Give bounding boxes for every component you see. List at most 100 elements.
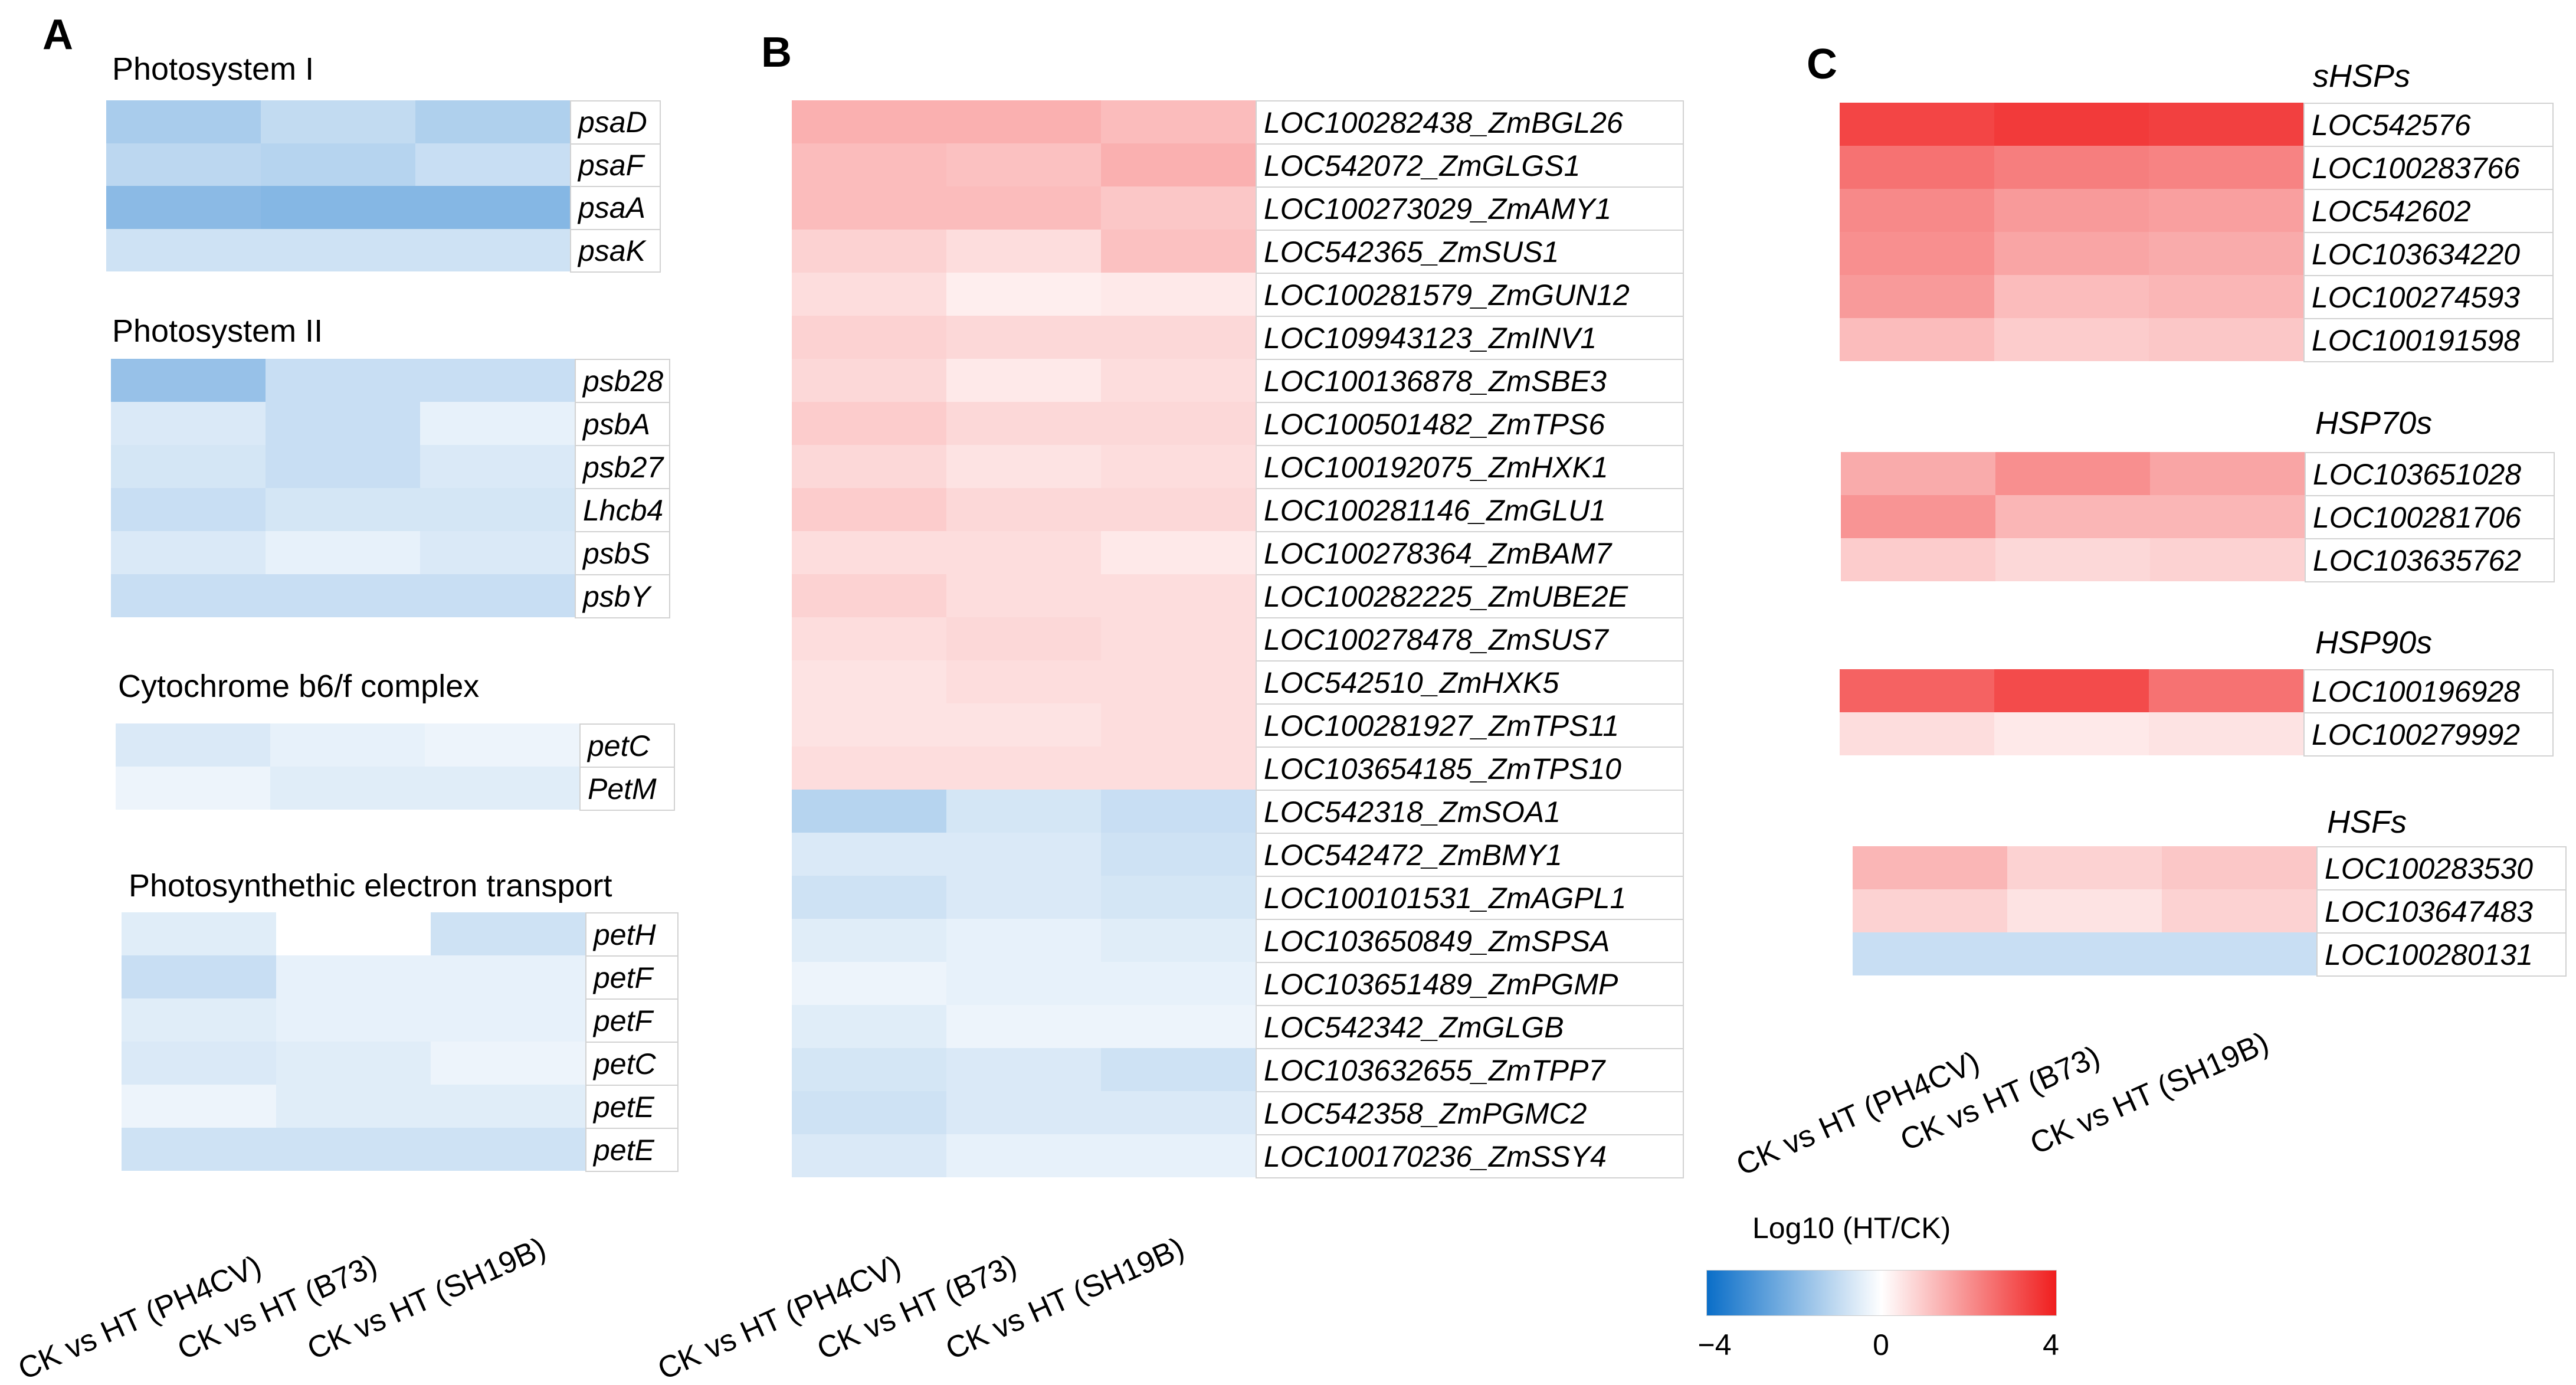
legend-tick-mid: 0	[1873, 1328, 1889, 1362]
heatmap-row	[792, 273, 1256, 316]
heatmap-row	[792, 574, 1256, 617]
gene-label: LOC103651489_ZmPGMP	[1256, 963, 1683, 1006]
heatmap-cell	[1101, 1048, 1256, 1091]
heatmap-cell	[106, 143, 261, 186]
heatmap-cell	[946, 273, 1101, 316]
heatmap-cell	[792, 746, 946, 790]
heatmap-row	[1841, 452, 2305, 495]
heatmap-cell	[792, 962, 946, 1005]
gene-label: LOC100136878_ZmSBE3	[1256, 360, 1683, 403]
gene-label: LOC100501482_ZmTPS6	[1256, 403, 1683, 446]
heatmap-cell	[266, 445, 420, 488]
gene-label: petE	[585, 1086, 677, 1129]
heatmap-cell	[1101, 1091, 1256, 1134]
heatmap-cell	[1101, 230, 1256, 273]
gene-label: LOC100278364_ZmBAM7	[1256, 532, 1683, 575]
heatmap-cell	[946, 445, 1101, 488]
heatmap-row	[792, 143, 1256, 186]
heatmap-cell	[1840, 189, 1994, 232]
heatmap-row	[792, 617, 1256, 660]
heatmap-cell	[1101, 833, 1256, 876]
gene-label: LOC100196928	[2303, 670, 2552, 713]
heatmap-cell	[111, 402, 266, 445]
heatmap-cell	[415, 229, 570, 272]
gene-label: psaD	[570, 101, 660, 145]
heatmap-cell	[946, 833, 1101, 876]
heatmap-row	[792, 790, 1256, 833]
gene-label: LOC100278478_ZmSUS7	[1256, 618, 1683, 662]
heatmap-cell	[266, 531, 420, 574]
heatmap-row	[122, 998, 585, 1042]
heatmap-row	[792, 919, 1256, 962]
row-labels: petC PetM	[579, 723, 675, 811]
heatmap-cell	[946, 359, 1101, 402]
heatmap-cell	[1840, 232, 1994, 275]
group-title-shsps: sHSPs	[2313, 58, 2410, 94]
heatmap-cell	[1994, 712, 2149, 755]
heatmap-row	[1840, 275, 2303, 318]
heatmap-cell	[2149, 275, 2303, 318]
heatmap-cell	[2149, 103, 2303, 146]
gene-label: psbS	[575, 532, 669, 575]
row-labels: LOC100283530 LOC103647483 LOC100280131	[2316, 846, 2567, 977]
heatmap-row	[1840, 318, 2303, 361]
heatmap-cell	[946, 316, 1101, 359]
heatmap-cell	[425, 723, 579, 767]
gene-label: LOC542358_ZmPGMC2	[1256, 1092, 1683, 1135]
heatmap-cell	[2149, 669, 2303, 712]
heatmap-cell	[261, 229, 415, 272]
heatmap-cell	[111, 574, 266, 617]
heatmap-cell	[946, 531, 1101, 574]
heatmap-cell	[1101, 186, 1256, 230]
heatmap-cell	[1101, 617, 1256, 660]
heatmap-row	[792, 1005, 1256, 1048]
heatmap-cell	[1841, 495, 1995, 538]
gene-label: LOC542602	[2303, 190, 2552, 233]
heatmap-cell	[792, 100, 946, 143]
gene-label: LOC100283766	[2303, 147, 2552, 190]
heatmap-row	[111, 531, 575, 574]
heatmap-cell	[122, 998, 276, 1042]
heatmap-cell	[415, 186, 570, 229]
heatmap-cell	[1101, 660, 1256, 703]
heatmap-row	[1840, 712, 2303, 755]
heatmap-cell	[106, 229, 261, 272]
gene-label: psaK	[570, 230, 660, 273]
heatmap-cell	[1101, 402, 1256, 445]
heatmap-cell	[122, 955, 276, 998]
heatmap-cell	[792, 316, 946, 359]
group-title-cytochrome: Cytochrome b6/f complex	[118, 668, 479, 705]
heatmap-row	[1840, 232, 2303, 275]
heatmap-cell	[276, 912, 431, 955]
gene-label: LOC100281927_ZmTPS11	[1256, 705, 1683, 748]
heatmap-cell	[270, 723, 425, 767]
gene-label: LOC542365_ZmSUS1	[1256, 231, 1683, 274]
heatmap-cell	[122, 1085, 276, 1128]
gene-label: LOC103634220	[2303, 233, 2552, 276]
heatmap-row	[792, 962, 1256, 1005]
legend-tick-min: −4	[1697, 1328, 1731, 1362]
heatmap-cell	[792, 402, 946, 445]
heatmap-cell	[420, 402, 575, 445]
heatmap-cell	[792, 230, 946, 273]
gene-label: LOC542318_ZmSOA1	[1256, 791, 1683, 834]
heatmap-cell	[266, 574, 420, 617]
heatmap-row	[1840, 103, 2303, 146]
gene-label: LOC103654185_ZmTPS10	[1256, 748, 1683, 791]
gene-label: LOC100191598	[2303, 319, 2552, 362]
gene-label: LOC542472_ZmBMY1	[1256, 834, 1683, 877]
heatmap-cell	[431, 912, 585, 955]
heatmap-cell	[946, 1005, 1101, 1048]
gene-label: psbA	[575, 403, 669, 446]
heatmap-row	[792, 100, 1256, 143]
heatmap-cell	[2149, 318, 2303, 361]
gene-label: LOC103650849_ZmSPSA	[1256, 920, 1683, 963]
row-labels: LOC542576 LOC100283766 LOC542602 LOC1036342…	[2303, 103, 2554, 362]
heatmap-cell	[946, 617, 1101, 660]
heatmap-cell	[1994, 103, 2149, 146]
gene-label: LOC100281706	[2305, 496, 2554, 539]
heatmap-cell	[420, 488, 575, 531]
heatmap-cell	[431, 998, 585, 1042]
heatmap-cell	[261, 100, 415, 143]
gene-label: LOC109943123_ZmINV1	[1256, 317, 1683, 360]
